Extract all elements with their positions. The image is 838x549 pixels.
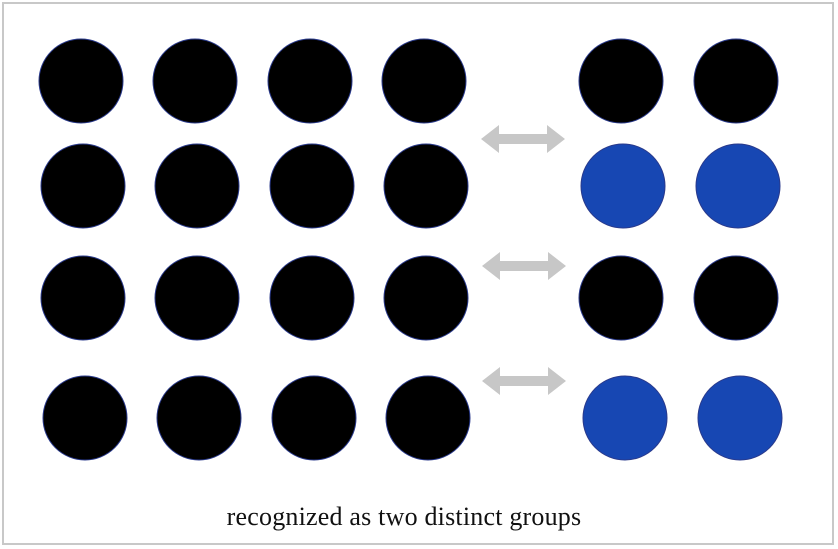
left-dot-4-4 xyxy=(385,375,471,461)
right-dot-4-1-blue xyxy=(582,375,668,461)
left-dot-4-1 xyxy=(42,375,128,461)
left-dot-4-3 xyxy=(271,375,357,461)
right-dot-3-2-black xyxy=(693,255,779,341)
left-dot-3-2 xyxy=(154,255,240,341)
double-arrow-icon-2 xyxy=(482,252,566,280)
right-dot-4-2-blue xyxy=(697,375,783,461)
left-dot-3-3 xyxy=(269,255,355,341)
caption-text: recognized as two distinct groups xyxy=(226,502,582,531)
arrow-group xyxy=(481,125,566,395)
left-dot-2-3 xyxy=(269,143,355,229)
left-dot-2-1 xyxy=(40,143,126,229)
right-dot-1-2-black xyxy=(693,38,779,124)
left-dot-2-2 xyxy=(154,143,240,229)
left-dot-1-1 xyxy=(38,38,124,124)
left-dot-4-2 xyxy=(156,375,242,461)
left-dot-1-4 xyxy=(381,38,467,124)
left-dot-group xyxy=(38,38,471,461)
right-dot-2-2-blue xyxy=(695,143,781,229)
left-dot-3-4 xyxy=(383,255,469,341)
left-dot-1-2 xyxy=(152,38,238,124)
right-dot-2-1-blue xyxy=(580,143,666,229)
double-arrow-icon-3 xyxy=(482,367,566,395)
left-dot-3-1 xyxy=(40,255,126,341)
double-arrow-icon-1 xyxy=(481,125,565,153)
left-dot-1-3 xyxy=(267,38,353,124)
right-dot-3-1-black xyxy=(578,255,664,341)
right-dot-1-1-black xyxy=(578,38,664,124)
right-dot-group xyxy=(578,38,783,461)
left-dot-2-4 xyxy=(383,143,469,229)
